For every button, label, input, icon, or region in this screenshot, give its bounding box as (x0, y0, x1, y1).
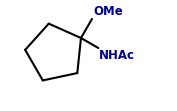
Text: NHAc: NHAc (99, 49, 135, 62)
Text: OMe: OMe (93, 5, 123, 18)
